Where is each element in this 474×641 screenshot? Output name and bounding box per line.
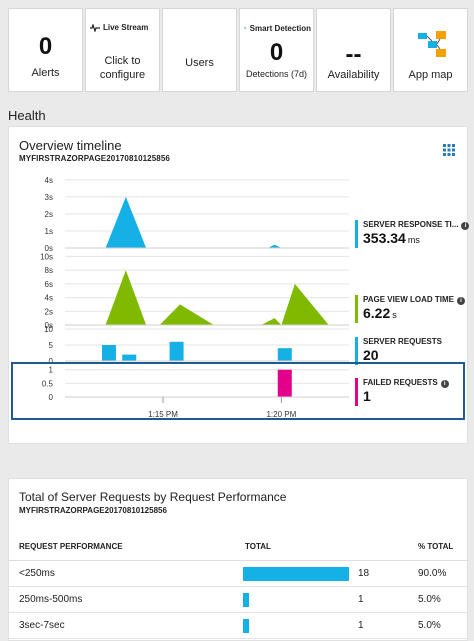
legend-value: 20 bbox=[363, 347, 379, 363]
y-tick-label: 0 bbox=[49, 357, 54, 366]
alerts-label: Alerts bbox=[31, 67, 60, 79]
x-tick-label: 1:15 PM bbox=[148, 410, 178, 419]
live-stream-line2: configure bbox=[99, 69, 146, 81]
smart-detection-title: Smart Detection bbox=[249, 23, 311, 33]
column-header[interactable]: % TOTAL bbox=[418, 542, 454, 551]
live-stream-line1: Click to bbox=[104, 55, 141, 67]
app-map-icon bbox=[418, 31, 446, 57]
y-tick-label: 0s bbox=[45, 321, 53, 330]
row-perf: 3sec-7sec bbox=[19, 620, 65, 631]
bar-mark bbox=[101, 345, 116, 361]
column-header[interactable]: TOTAL bbox=[245, 542, 271, 551]
row-perf: <250ms bbox=[19, 568, 55, 579]
y-tick-label: 0.5 bbox=[42, 379, 54, 388]
row-pct: 5.0% bbox=[418, 594, 441, 605]
row-total: 1 bbox=[358, 620, 364, 631]
grid-icon[interactable] bbox=[443, 144, 455, 156]
availability-label: Availability bbox=[327, 69, 380, 81]
column-header[interactable]: REQUEST PERFORMANCE bbox=[19, 542, 123, 551]
failed-requests-highlight bbox=[11, 362, 465, 420]
bar-mark bbox=[122, 354, 137, 361]
row-total: 1 bbox=[358, 594, 364, 605]
table-row[interactable]: <250ms 18 90.0% bbox=[9, 561, 469, 587]
detections-label: Detections (7d) bbox=[245, 69, 308, 79]
legend-value: 6.22 s bbox=[363, 305, 397, 321]
area-series bbox=[65, 196, 349, 248]
y-tick-label: 0 bbox=[49, 393, 54, 402]
overview-timeline-panel[interactable]: Overview timeline MYFIRSTRAZORPAGE201708… bbox=[8, 126, 470, 444]
table-row[interactable]: 250ms-500ms 1 5.0% bbox=[9, 587, 469, 613]
overview-subtitle: MYFIRSTRAZORPAGE20170810125856 bbox=[19, 154, 170, 163]
row-bar bbox=[243, 619, 249, 633]
y-tick-label: 10 bbox=[44, 325, 53, 334]
legend-name: FAILED REQUESTS i bbox=[363, 378, 449, 388]
legend-name: SERVER RESPONSE TI... i bbox=[363, 220, 470, 230]
overview-title: Overview timeline bbox=[19, 138, 122, 153]
y-tick-label: 4s bbox=[45, 294, 53, 303]
row-pct: 90.0% bbox=[418, 568, 447, 579]
live-stream-tile[interactable]: Live Stream Click to configure bbox=[85, 8, 160, 92]
health-section-title: Health bbox=[8, 108, 46, 123]
y-tick-label: 0s bbox=[45, 244, 53, 253]
row-pct: 5.0% bbox=[418, 620, 441, 631]
availability-tile[interactable]: -- Availability bbox=[316, 8, 391, 92]
legend-color-bar bbox=[355, 295, 358, 323]
availability-value: -- bbox=[345, 41, 362, 68]
legend-color-bar bbox=[355, 378, 358, 406]
y-tick-label: 1s bbox=[45, 227, 53, 236]
y-tick-label: 3s bbox=[45, 193, 53, 202]
legend-value: 1 bbox=[363, 388, 371, 404]
row-bar bbox=[243, 567, 349, 581]
y-tick-label: 10s bbox=[40, 252, 53, 261]
requests-subtitle: MYFIRSTRAZORPAGE20170810125856 bbox=[19, 506, 167, 515]
app-map-tile[interactable]: App map bbox=[393, 8, 468, 92]
requests-title: Total of Server Requests by Request Perf… bbox=[19, 490, 287, 504]
legend-color-bar bbox=[355, 220, 358, 248]
row-bar bbox=[243, 593, 249, 607]
legend-value: 353.34 ms bbox=[363, 230, 420, 246]
x-tick-label: 1:20 PM bbox=[266, 410, 296, 419]
users-tile[interactable]: Users bbox=[162, 8, 237, 92]
smart-detection-header: Smart Detection bbox=[244, 23, 311, 33]
users-label: Users bbox=[185, 57, 214, 69]
y-tick-label: 1 bbox=[49, 366, 54, 375]
smart-detection-tile[interactable]: Smart Detection 0 Detections (7d) bbox=[239, 8, 314, 92]
pulse-icon bbox=[90, 23, 100, 32]
legend-name: SERVER REQUESTS bbox=[363, 337, 442, 346]
info-icon[interactable]: i bbox=[456, 297, 465, 305]
legend-name: PAGE VIEW LOAD TIME i bbox=[363, 295, 465, 305]
y-tick-label: 5 bbox=[49, 341, 54, 350]
smart-detection-icon bbox=[244, 26, 247, 30]
alerts-count: 0 bbox=[38, 33, 53, 60]
table-header: REQUEST PERFORMANCE TOTAL % TOTAL bbox=[9, 531, 469, 561]
detections-count: 0 bbox=[269, 39, 284, 66]
row-perf: 250ms-500ms bbox=[19, 594, 83, 605]
y-tick-label: 4s bbox=[45, 176, 53, 185]
live-stream-title: Live Stream bbox=[103, 23, 149, 32]
app-map-label: App map bbox=[408, 69, 453, 81]
summary-tiles: 0 Alerts Live Stream Click to configure … bbox=[8, 8, 468, 92]
alerts-tile[interactable]: 0 Alerts bbox=[8, 8, 83, 92]
y-tick-label: 2s bbox=[45, 307, 53, 316]
legend-color-bar bbox=[355, 337, 358, 365]
bar-mark bbox=[169, 341, 184, 361]
bar-mark bbox=[277, 369, 292, 397]
area-series bbox=[65, 270, 349, 325]
info-icon[interactable]: i bbox=[461, 222, 470, 230]
info-icon[interactable]: i bbox=[440, 380, 449, 388]
y-tick-label: 2s bbox=[45, 210, 53, 219]
y-tick-label: 6s bbox=[45, 280, 53, 289]
table-row[interactable]: 3sec-7sec 1 5.0% bbox=[9, 613, 469, 639]
live-stream-header: Live Stream bbox=[90, 23, 157, 32]
row-total: 18 bbox=[358, 568, 370, 579]
request-performance-panel[interactable]: Total of Server Requests by Request Perf… bbox=[8, 478, 469, 641]
y-tick-label: 8s bbox=[45, 266, 53, 275]
bar-mark bbox=[277, 348, 292, 361]
